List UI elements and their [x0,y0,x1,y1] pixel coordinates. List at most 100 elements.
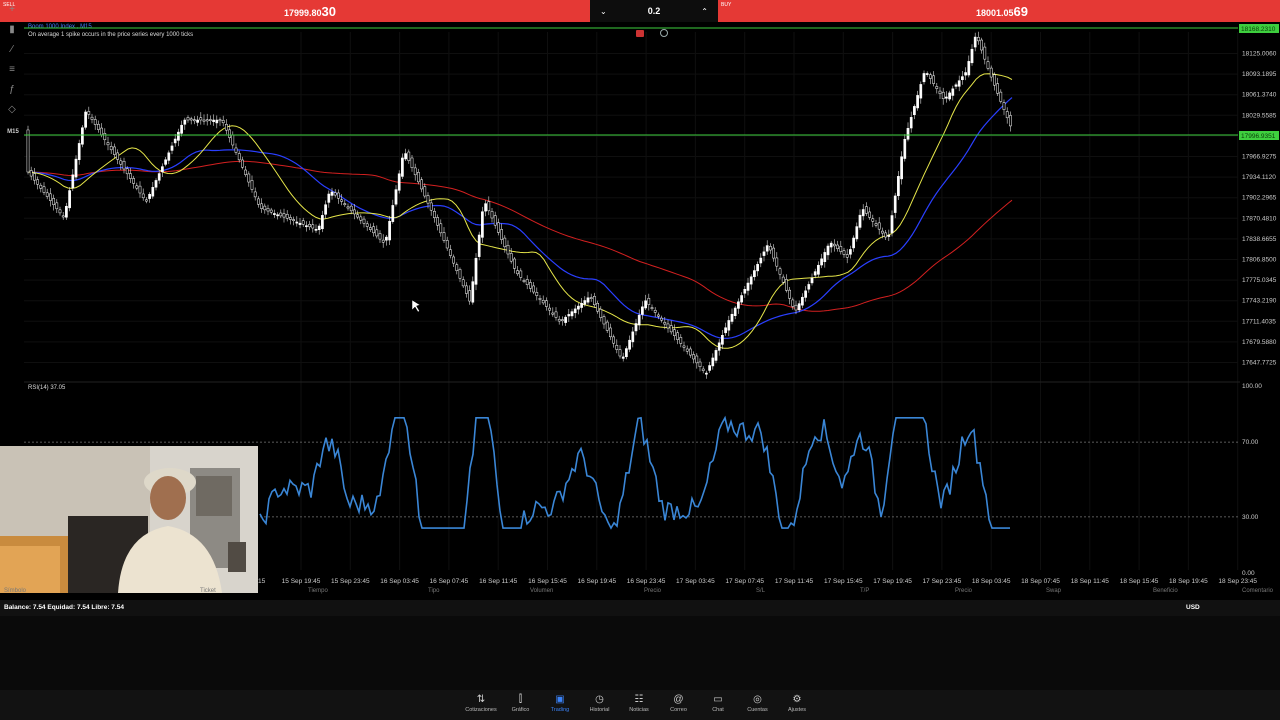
candle [455,264,459,271]
candle [209,119,212,121]
candle [788,289,791,299]
sell-button[interactable]: SELL 17999.8030 [0,0,590,22]
candle [343,203,347,206]
candle [429,202,433,211]
lot-size-value[interactable]: 0.2 [647,6,661,16]
chevron-up-icon[interactable]: ⌃ [701,6,708,16]
crosshair-icon[interactable]: + [9,4,15,15]
candle [260,203,263,209]
candle [858,214,862,228]
candle [196,119,199,123]
chevron-down-icon[interactable]: ⌄ [600,6,607,16]
candles-type-icon[interactable]: ▮ [9,24,15,35]
column-header[interactable]: Comentario [1242,588,1274,594]
candle [109,146,113,151]
candle [628,339,631,350]
candle [228,129,231,138]
candle [321,215,324,230]
candle [385,236,388,241]
candle [919,84,923,99]
candle [525,279,529,285]
candle [967,61,971,76]
nav-gráfico[interactable]: ⫿ Gráfico [503,693,539,713]
candle [961,76,964,81]
draw-line-icon[interactable]: ∕ [11,44,13,55]
candle [148,193,151,199]
nav-noticias[interactable]: ☷ Noticias [621,693,657,713]
candle [116,152,119,160]
time-tick-label: 17 Sep 19:45 [873,578,912,585]
nav-ajustes[interactable]: ⚙ Ajustes [779,693,815,713]
column-header[interactable]: S/L [756,588,766,594]
timeframe-badge[interactable]: M15 [7,129,19,135]
drawing-toolbar: + ▮ ∕ ≡ ƒ ◇ M15 [0,0,24,440]
candle [532,285,535,293]
nav-trading[interactable]: ▣ Trading [542,693,578,713]
buy-button[interactable]: BUY 18001.0569 [718,0,1280,22]
objects-icon[interactable]: ◇ [8,104,16,115]
column-header[interactable]: Volumen [530,588,554,594]
nav-chat[interactable]: ▭ Chat [700,693,736,713]
candle [138,185,142,194]
clock-icon[interactable] [660,29,668,37]
time-tick-label: 16 Sep 03:45 [380,578,419,585]
candle [724,327,727,334]
candle [490,211,494,219]
column-header[interactable]: Ticket [200,588,216,594]
candle [103,133,107,141]
price-tick-label: 17743.2190 [1242,298,1277,305]
nav-correo[interactable]: @ Correo [661,693,697,713]
candle [426,195,430,204]
nav-historial[interactable]: ◷ Historial [582,693,618,713]
candle [301,220,305,225]
time-tick-label: 18 Sep 19:45 [1169,578,1208,585]
candle [388,220,391,241]
candle [449,249,452,256]
candle [106,142,110,146]
candle [193,119,196,122]
candle [647,298,651,305]
nav-cotizaciones[interactable]: ⇅ Cotizaciones [463,693,499,713]
candle [365,223,369,227]
nav-cuentas[interactable]: ◎ Cuentas [740,693,776,713]
column-header[interactable]: Beneficio [1153,588,1178,594]
candle [989,67,993,78]
candle [77,143,81,160]
candle [977,37,980,42]
candle [759,257,763,264]
candle [938,90,942,94]
column-header[interactable]: Símbolo [4,588,27,594]
candle [279,212,283,217]
ma-mid-line [27,97,1013,339]
indicators-icon[interactable]: ≡ [9,64,15,75]
column-header[interactable]: T/P [860,588,870,594]
column-header[interactable]: Tipo [428,588,440,594]
candle [461,279,465,287]
moving-averages [27,73,1013,349]
candle [423,186,427,197]
candle [689,348,692,356]
price-chart[interactable]: Boom 1000 Index , M15 On average 1 spike… [0,22,1280,588]
column-header[interactable]: Swap [1046,588,1062,594]
candle [247,173,251,183]
candle [653,309,657,313]
candle [257,198,260,205]
function-icon[interactable]: ƒ [9,84,15,95]
candle [84,111,87,128]
candle [897,176,900,197]
candle [548,307,551,311]
chart-grid [24,32,1239,570]
candle [145,199,148,202]
column-header[interactable]: Tiempo [308,588,328,594]
candle [244,169,247,175]
column-header[interactable]: Precio [955,588,973,594]
candle [269,209,273,213]
candle [631,331,635,343]
candle [298,222,302,225]
indicator-toggle-icon[interactable] [636,30,644,37]
history-clock-icon: ◷ [595,694,604,705]
candle [151,187,155,197]
candle [785,279,788,291]
column-header[interactable]: Precio [644,588,662,594]
price-tick-label: 18125.0060 [1242,51,1277,58]
